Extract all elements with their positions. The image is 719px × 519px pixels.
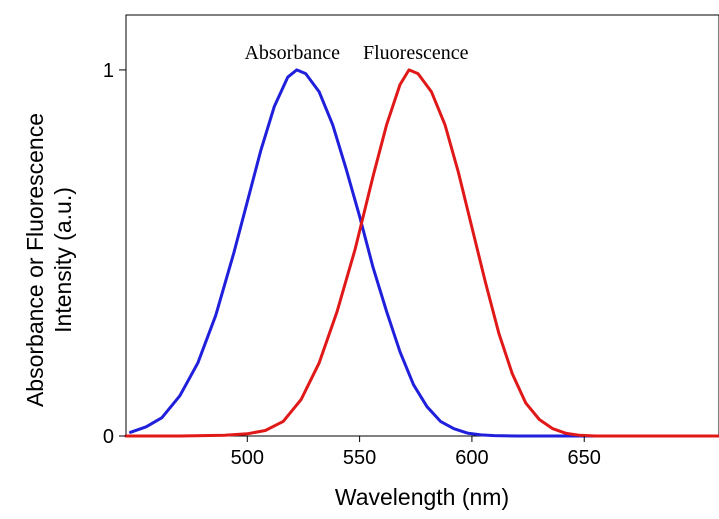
series-line-absorbance — [131, 70, 719, 436]
x-tick-label: 600 — [455, 447, 488, 469]
series-line-fluorescence — [126, 70, 719, 436]
annotations: Absorbance Fluorescence — [244, 42, 468, 64]
x-ticks: 500 550 600 650 — [231, 436, 601, 469]
y-ticks: 01 — [103, 60, 126, 448]
y-tick-label: 0 — [103, 426, 114, 448]
x-tick-label: 500 — [231, 447, 264, 469]
x-tick-label: 650 — [568, 447, 601, 469]
x-axis-title: Wavelength (nm) — [335, 484, 509, 510]
y-axis-title-line-1: Absorbance or Fluorescence — [22, 113, 48, 407]
y-axis-title-line-2: Intensity (a.u.) — [50, 187, 76, 333]
annotation-absorbance: Absorbance — [244, 42, 340, 64]
annotation-fluorescence: Fluorescence — [363, 42, 469, 64]
series-layer — [126, 70, 719, 436]
y-tick-label: 1 — [103, 60, 114, 82]
x-tick-label: 550 — [343, 447, 376, 469]
